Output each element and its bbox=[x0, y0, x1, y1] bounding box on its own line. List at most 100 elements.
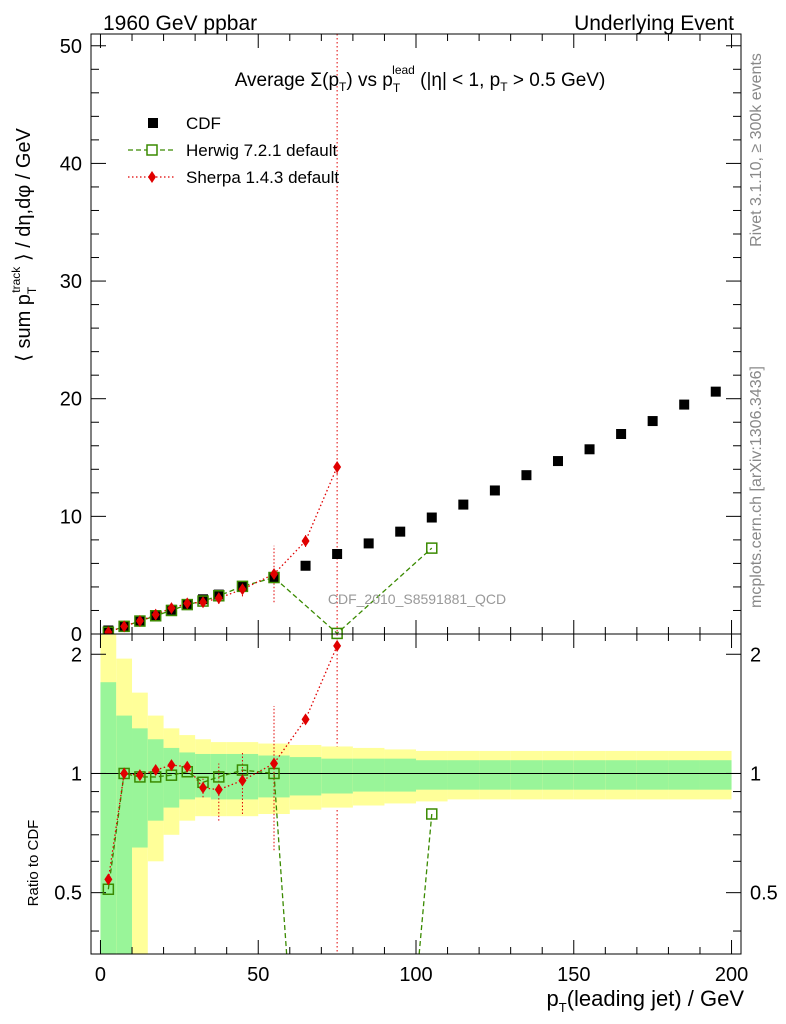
sherpa-ratio-point bbox=[214, 783, 223, 796]
sherpa-point bbox=[183, 597, 192, 610]
xlabel-part-c: (leading jet) / GeV bbox=[567, 986, 745, 1011]
herwig-ratio-line-break bbox=[273, 773, 288, 955]
ratio-ylabel: Ratio to CDF bbox=[25, 820, 42, 907]
ylabel-part-c: track bbox=[9, 266, 23, 293]
sherpa-point bbox=[135, 615, 144, 628]
main-y-tick-label: 10 bbox=[60, 506, 82, 528]
main-y-tick-label: 50 bbox=[60, 36, 82, 58]
sherpa-point bbox=[151, 608, 160, 621]
ratio-band-inner bbox=[132, 728, 148, 848]
sherpa-ratio-point bbox=[333, 639, 342, 652]
sherpa-ratio-point bbox=[135, 769, 144, 782]
chart-title: Average Σ(pT) vs pTlead (|η| < 1, pT > 0… bbox=[235, 63, 606, 95]
ylabel-part-b: T bbox=[25, 286, 39, 294]
ratio-band-inner bbox=[416, 760, 448, 790]
ratio-band-inner bbox=[116, 715, 133, 954]
legend-label-herwig: Herwig 7.2.1 default bbox=[186, 141, 337, 160]
ratio-band-inner bbox=[573, 760, 606, 790]
ratio-bands-group bbox=[91, 634, 741, 954]
sherpa-point bbox=[199, 596, 208, 609]
ratio-band-inner bbox=[479, 760, 511, 790]
ylabel-part-d: ⟩ / dη,dφ / GeV bbox=[13, 127, 35, 266]
cdf-point bbox=[552, 456, 563, 467]
xlabel-part-a: p bbox=[546, 986, 558, 1011]
ratio-band-inner bbox=[147, 739, 164, 821]
x-tick-label: 200 bbox=[715, 964, 748, 986]
ratio-band-inner bbox=[636, 760, 669, 790]
main-y-tick-label: 40 bbox=[60, 153, 82, 175]
title-part-e: T bbox=[393, 81, 401, 95]
cdf-point bbox=[647, 416, 658, 427]
mcplots-label: mcplots.cern.ch [arXiv:1306.3436] bbox=[748, 366, 765, 608]
ratio-y-tick-label-right: 2 bbox=[750, 644, 761, 666]
ratio-y-tick-label-right: 1 bbox=[750, 763, 761, 785]
legend-marker-cdf bbox=[148, 118, 158, 128]
ratio-y-tick-label-left: 2 bbox=[71, 644, 82, 666]
title-part-d: ) vs p bbox=[346, 70, 392, 91]
sherpa-line bbox=[108, 466, 338, 633]
sherpa-ratio-point bbox=[104, 873, 113, 886]
cdf-point bbox=[489, 485, 500, 496]
analysis-watermark: CDF_2010_S8591881_QCD bbox=[328, 591, 506, 607]
ratio-band-inner bbox=[163, 747, 180, 808]
sherpa-ratio-point bbox=[151, 764, 160, 777]
main-y-tick-label: 30 bbox=[60, 271, 82, 293]
ratio-y-tick-label-left: 1 bbox=[71, 763, 82, 785]
x-tick-label: 0 bbox=[95, 964, 106, 986]
title-part-g: (|η| < 1, p bbox=[415, 70, 500, 91]
legend-label-sherpa: Sherpa 1.4.3 default bbox=[186, 168, 339, 187]
main-axis-ticks: 0 10 20 30 40 50 bbox=[60, 34, 741, 646]
x-tick-label: 50 bbox=[247, 964, 269, 986]
legend-label-cdf: CDF bbox=[186, 114, 221, 133]
ratio-y-tick-label-right: 0.5 bbox=[750, 883, 778, 905]
ratio-series-group bbox=[102, 639, 438, 955]
cdf-point bbox=[616, 429, 627, 439]
sherpa-point bbox=[214, 592, 223, 605]
ratio-band-inner bbox=[384, 758, 416, 792]
rivet-label: Rivet 3.1.10, ≥ 300k events bbox=[748, 53, 765, 247]
ratio-band-inner bbox=[289, 757, 322, 796]
sherpa-ratio-point bbox=[199, 781, 208, 794]
xlabel-part-b: T bbox=[559, 1000, 567, 1015]
herwig-ratio-point bbox=[426, 808, 438, 820]
sherpa-point bbox=[167, 602, 176, 615]
herwig-point bbox=[426, 542, 438, 554]
sherpa-ratio-point bbox=[270, 757, 279, 770]
sherpa-point bbox=[270, 568, 279, 580]
cdf-point bbox=[395, 526, 406, 537]
herwig-ratio-line bbox=[107, 769, 275, 890]
herwig-ratio-line-break bbox=[418, 813, 433, 955]
x-tick-label: 150 bbox=[557, 964, 590, 986]
sherpa-ratio-point bbox=[301, 713, 310, 726]
ylabel-part-a: ⟨ sum p bbox=[13, 294, 35, 362]
sherpa-point bbox=[120, 620, 129, 633]
main-series-group bbox=[102, 34, 721, 954]
sherpa-ratio-point bbox=[167, 759, 176, 772]
ratio-band-inner bbox=[668, 760, 700, 790]
title-part-c: T bbox=[339, 80, 347, 94]
xlabel: pT(leading jet) / GeV bbox=[546, 986, 744, 1015]
herwig-line bbox=[108, 547, 433, 635]
sherpa-point bbox=[333, 460, 342, 473]
ratio-band-inner bbox=[699, 760, 732, 790]
ratio-y-tick-label-left: 0.5 bbox=[54, 883, 82, 905]
herwig-point bbox=[331, 627, 343, 640]
ratio-band-inner bbox=[447, 760, 480, 790]
sherpa-ratio-point bbox=[120, 767, 129, 780]
ratio-band-inner bbox=[179, 752, 196, 800]
cdf-point bbox=[426, 512, 437, 523]
main-ylabel: ⟨ sum pTtrack ⟩ / dη,dφ / GeV bbox=[9, 127, 39, 361]
ratio-axis-ticks: 0 50 100 150 200 0.5 0.5 1 1 2 2 bbox=[54, 634, 778, 986]
ratio-band-inner bbox=[510, 760, 543, 790]
main-y-tick-label: 0 bbox=[71, 624, 82, 646]
sherpa-ratio-point bbox=[183, 760, 192, 773]
legend-marker-herwig bbox=[146, 144, 158, 156]
cdf-point bbox=[300, 560, 311, 571]
ratio-band-inner bbox=[321, 758, 353, 794]
x-tick-label: 100 bbox=[399, 964, 432, 986]
cdf-point bbox=[363, 538, 374, 549]
title-part-f: lead bbox=[392, 63, 415, 77]
title-part-a: Average bbox=[235, 70, 311, 91]
legend-marker-sherpa bbox=[148, 171, 156, 183]
